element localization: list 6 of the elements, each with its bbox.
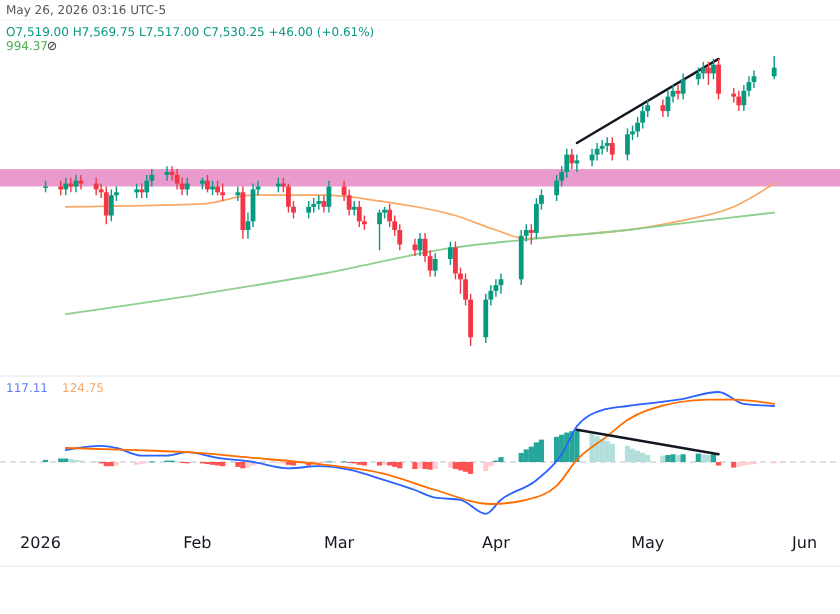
x-tick-label: Jun: [790, 534, 818, 552]
x-tick-label: Apr: [482, 534, 512, 552]
x-tick-label: Feb: [183, 534, 212, 552]
x-tick-label: 2026: [20, 534, 61, 552]
x-tick-label: Mar: [323, 534, 356, 552]
x-tick-label: May: [631, 534, 665, 552]
